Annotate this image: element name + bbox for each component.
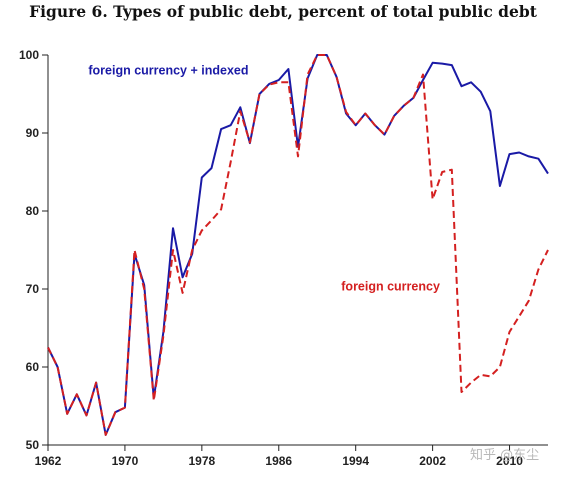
y-tick-label: 80 bbox=[26, 204, 40, 218]
x-tick-label: 1962 bbox=[35, 454, 62, 468]
chart-labels: foreign currency + indexed foreign curren… bbox=[88, 64, 440, 294]
series-label: foreign currency bbox=[341, 280, 440, 294]
y-tick-label: 60 bbox=[26, 360, 40, 374]
chart-series bbox=[47, 54, 549, 436]
x-tick-label: 2010 bbox=[496, 454, 523, 468]
y-tick-label: 50 bbox=[26, 438, 40, 452]
chart-axes: 50 60 70 80 90 100 1962 1970 1978 1986 1994 2002 201… bbox=[19, 48, 548, 468]
x-tick-label: 1994 bbox=[342, 454, 369, 468]
y-tick-label: 90 bbox=[26, 126, 40, 140]
x-tick-label: 1986 bbox=[265, 454, 292, 468]
series-label: foreign currency + indexed bbox=[88, 64, 248, 78]
x-tick-label: 1970 bbox=[112, 454, 139, 468]
chart-title: Figure 6. Types of public debt, percent … bbox=[29, 2, 537, 21]
watermark: 知乎 @东尘 bbox=[470, 448, 540, 463]
series-line-foreign-currency bbox=[47, 54, 549, 436]
y-tick-label: 70 bbox=[26, 282, 40, 296]
series-line-foreign-currency-indexed bbox=[47, 54, 549, 436]
x-tick-label: 2002 bbox=[419, 454, 446, 468]
y-tick-label: 100 bbox=[19, 48, 39, 62]
x-tick-label: 1978 bbox=[188, 454, 215, 468]
